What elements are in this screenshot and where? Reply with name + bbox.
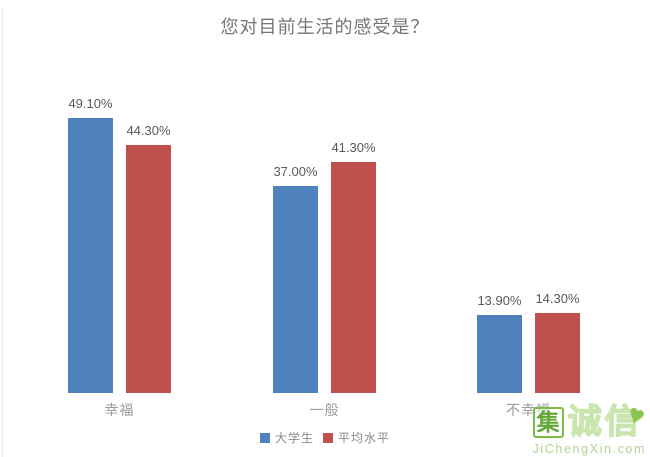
legend: 大学生 平均水平 [0,429,650,446]
bar-group-neutral: 37.00% 41.30% 一般 [273,60,376,418]
legend-swatch-students [259,432,270,443]
bar-students-neutral [273,186,318,393]
watermark: 集 诚信 ♥ JiChengXin.com [532,398,648,456]
watermark-domain: JiChengXin.com [532,442,646,456]
bar-students-unhappy [477,315,522,393]
chart-title: 您对目前生活的感受是？ [220,17,430,37]
data-label-average-unhappy: 14.30% [535,291,580,306]
data-label-students-neutral: 37.00% [273,164,318,179]
legend-item-students: 大学生 [259,429,314,446]
bar-cell: 49.10% [68,60,113,393]
bar-cell: 37.00% [273,60,318,393]
data-label-average-neutral: 41.30% [331,140,376,155]
bar-group-happy: 49.10% 44.30% 幸福 [68,60,171,418]
category-label-happy: 幸福 [104,402,135,418]
bar-cell: 14.30% [535,60,580,393]
bar-pair: 13.90% 14.30% [477,60,580,393]
bar-pair: 49.10% 44.30% [68,60,171,393]
bar-cell: 41.30% [331,60,376,393]
legend-item-average: 平均水平 [323,429,390,446]
bar-cell: 13.90% [477,60,522,393]
watermark-logo-icon: 集 [532,406,564,438]
data-label-students-happy: 49.10% [68,96,113,111]
bar-pair: 37.00% 41.30% [273,60,376,393]
legend-label-average: 平均水平 [338,431,391,445]
category-label-neutral: 一般 [309,402,340,418]
bar-average-unhappy [535,313,580,393]
legend-label-students: 大学生 [274,431,314,445]
data-label-students-unhappy: 13.90% [477,293,522,308]
watermark-logo-row: 集 诚信 ♥ [532,398,648,443]
bar-students-happy [68,118,113,393]
legend-swatch-average [323,432,333,443]
bar-average-happy [126,145,171,393]
bar-cell: 44.30% [126,60,171,393]
bar-group-unhappy: 13.90% 14.30% 不幸福 [477,60,580,418]
bar-average-neutral [331,162,376,393]
watermark-outline-text: 诚信 [567,403,642,441]
data-label-average-happy: 44.30% [126,123,171,138]
